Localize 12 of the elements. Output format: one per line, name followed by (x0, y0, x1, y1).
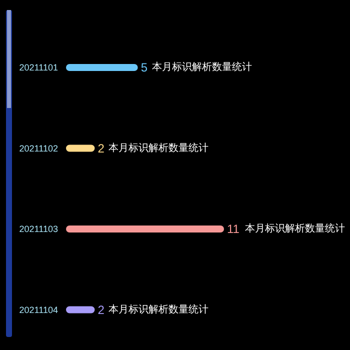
y-tick-label: 20211104 (19, 304, 58, 315)
data-label: 2 (98, 302, 105, 317)
text: 本月标识解析数量统计 (108, 142, 209, 154)
text: 本月标识解析数量统计 (245, 224, 345, 234)
data-label: 2 (98, 141, 105, 156)
y-tick-label: 20211102 (19, 143, 58, 154)
data-label: 5 (140, 60, 148, 74)
text: 本月标识解析数量统计 (108, 304, 209, 316)
y-tick-label: 20211101 (19, 62, 58, 73)
y-tick-label: 20211103 (19, 224, 58, 234)
series-label: 本月标识解析数量统计 (152, 61, 252, 73)
data-label: 11 (227, 222, 240, 236)
